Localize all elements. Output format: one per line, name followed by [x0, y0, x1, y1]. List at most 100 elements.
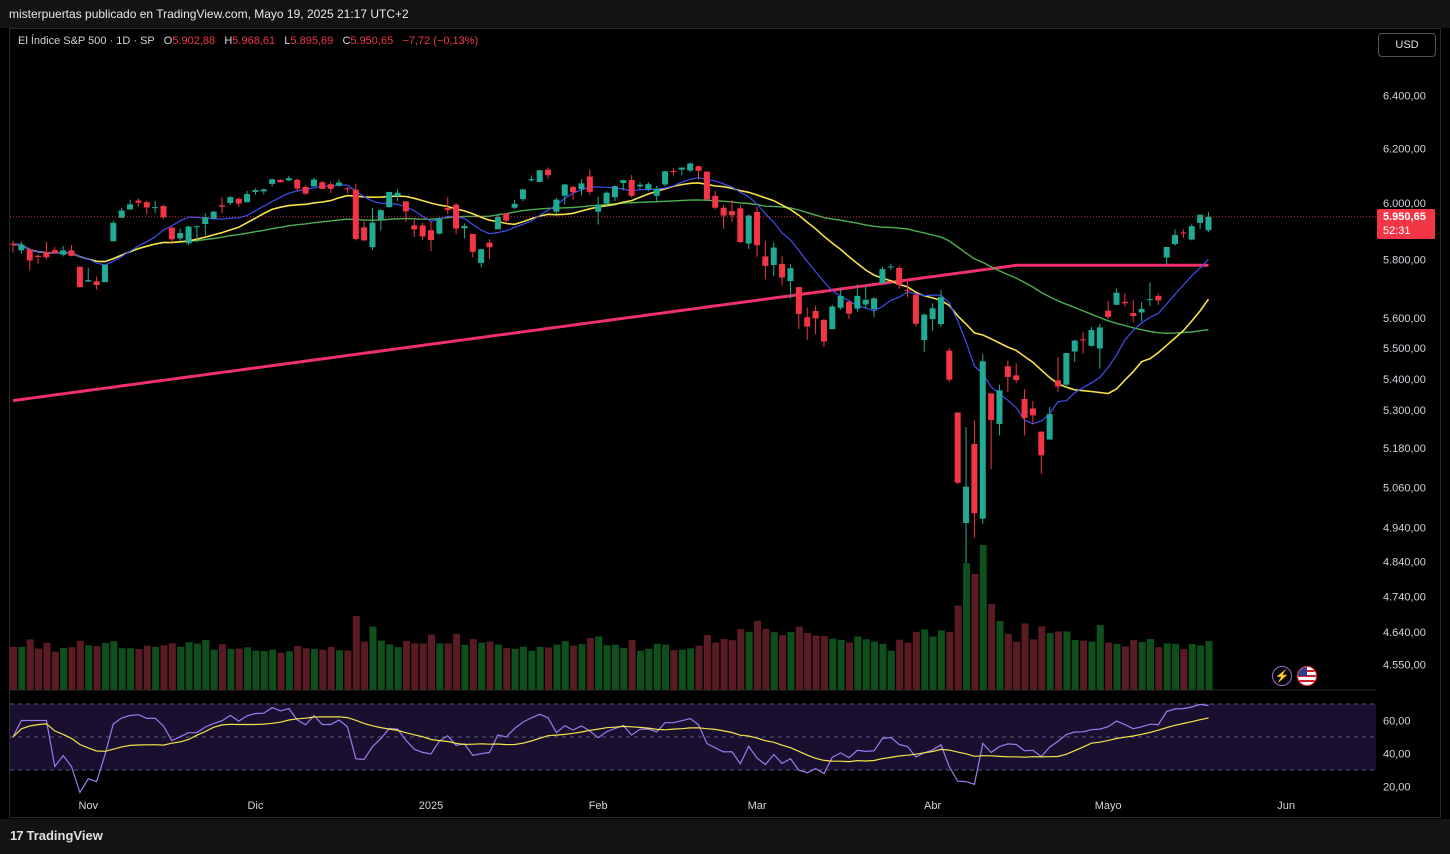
volume-bar [528, 650, 536, 690]
volume-bar [1155, 647, 1163, 690]
volume-bar [361, 641, 369, 690]
publish-info-text: misterpuertas publicado en TradingView.c… [9, 7, 409, 21]
tradingview-logo[interactable]: 17 TradingView [10, 828, 103, 843]
lightning-icon[interactable]: ⚡ [1272, 666, 1292, 686]
candle-body [1021, 399, 1028, 418]
time-axis-tick: Mayo [1095, 800, 1122, 812]
sma-200-line [12, 263, 1209, 403]
candle-body [227, 197, 234, 203]
currency-button[interactable]: USD [1378, 33, 1436, 57]
candle-body [662, 171, 669, 185]
volume-bar [787, 632, 795, 690]
candle-body [745, 215, 752, 244]
candle-body [260, 189, 267, 192]
volume-bar [101, 643, 109, 690]
volume-bar [469, 639, 477, 690]
volume-bar [494, 644, 502, 690]
volume-bar [310, 649, 318, 690]
candle-body [143, 202, 150, 208]
price-axis-tick: 4.940,00 [1383, 522, 1426, 534]
volume-bar [670, 650, 678, 690]
volume-bar [344, 650, 352, 690]
price-axis-tick: 6.200,00 [1383, 143, 1426, 155]
candle-body [294, 179, 301, 189]
bar-countdown: 52:31 [1383, 225, 1411, 237]
candle-body [770, 247, 777, 266]
candle-body [904, 289, 911, 291]
candle-body [988, 393, 995, 421]
volume-bar [76, 640, 84, 690]
price-axis-tick: 5.500,00 [1383, 343, 1426, 355]
volume-bar [160, 645, 168, 690]
volume-bar [1080, 640, 1088, 690]
candle-body [1038, 431, 1045, 456]
sma-50-line [12, 199, 1209, 335]
low-value: 5.895,69 [290, 35, 334, 47]
candle-body [1063, 353, 1070, 385]
candle-body [1197, 214, 1204, 223]
price-axis-tick: 5.400,00 [1383, 374, 1426, 386]
candle-body [327, 184, 334, 189]
candle-body [611, 186, 618, 198]
volume-bar [846, 642, 853, 690]
candle-body [511, 203, 518, 208]
candle-body [219, 205, 225, 207]
volume-bar [586, 637, 594, 690]
volume-bar [728, 640, 736, 690]
time-axis-tick: Jun [1277, 800, 1295, 812]
candle-body [478, 249, 485, 264]
price-axis-tick: 4.640,00 [1383, 627, 1426, 639]
volume-bar [1096, 624, 1104, 690]
candle-body [60, 250, 67, 255]
candle-body [687, 163, 694, 171]
volume-bar [503, 647, 511, 690]
us-flag-icon[interactable] [1297, 666, 1317, 686]
volume-bar [210, 649, 218, 690]
candle-body [1029, 408, 1036, 416]
volume-bar [327, 646, 335, 690]
candle-body [804, 317, 811, 327]
volume-bar [1105, 642, 1113, 690]
candle-body [1113, 292, 1120, 305]
volume-bar [1188, 644, 1196, 690]
volume-bar [770, 632, 778, 690]
candle-body [444, 208, 451, 210]
candle-body [645, 184, 652, 190]
candle-body [26, 249, 33, 261]
volume-bar [854, 636, 862, 690]
volume-bar [837, 639, 845, 690]
volume-bar [912, 632, 920, 690]
volume-bar [662, 644, 670, 690]
candle-body [101, 264, 108, 283]
volume-bar [1046, 633, 1054, 690]
candle-body [411, 225, 418, 230]
symbol-label[interactable]: El Índice S&P 500 · 1D · SP [18, 35, 155, 47]
open-value: 5.902,88 [172, 35, 216, 47]
candle-body [1188, 226, 1195, 240]
volume-bar [453, 633, 461, 690]
volume-bar [904, 642, 912, 690]
volume-bar [143, 645, 151, 690]
volume-bar [1130, 640, 1138, 690]
candle-body [1121, 301, 1128, 304]
volume-bar [336, 650, 344, 690]
volume-bar [60, 648, 68, 690]
candle-body [486, 242, 493, 248]
volume-bar [1055, 631, 1062, 690]
candle-body [285, 178, 292, 181]
volume-bar [954, 605, 962, 690]
volume-bar [202, 639, 210, 690]
volume-bar [1071, 640, 1079, 690]
volume-bar [235, 648, 243, 690]
volume-bar [988, 603, 996, 690]
candle-body [76, 266, 83, 288]
volume-bar [737, 628, 745, 690]
volume-bar [193, 643, 201, 690]
price-axis-tick: 5.180,00 [1383, 443, 1426, 455]
volume-bar [946, 631, 954, 690]
candle-body [695, 166, 702, 171]
low-label: L [284, 35, 291, 47]
price-axis-tick: 5.600,00 [1383, 313, 1426, 325]
candle-body [578, 183, 585, 190]
